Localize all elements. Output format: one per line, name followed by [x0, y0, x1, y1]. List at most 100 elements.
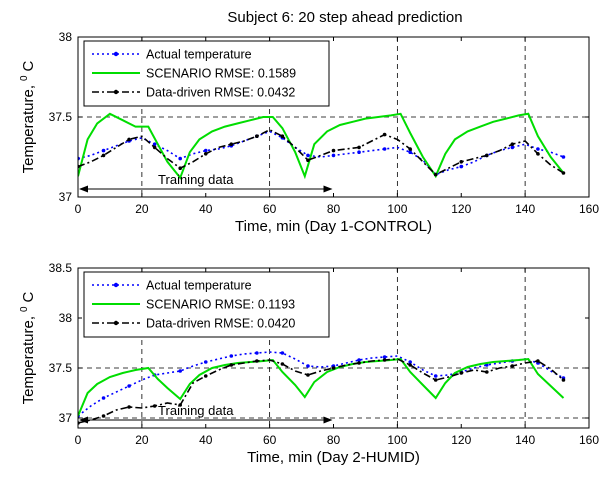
series-point-2 [536, 359, 540, 363]
legend-marker-2 [113, 320, 119, 326]
x-tick-label: 140 [515, 433, 535, 447]
y-axis-label-text: Temperature, [20, 85, 37, 173]
series-point-0 [127, 384, 131, 388]
y-axis-label: Temperature, 0 C [19, 291, 37, 404]
x-axis-label: Time, min (Day 1-CONTROL) [235, 218, 432, 235]
series-point-2 [203, 152, 208, 156]
legend-label-1: SCENARIO RMSE: 0.1193 [146, 298, 295, 312]
y-tick-label: 37 [59, 411, 73, 425]
series-point-0 [203, 148, 208, 153]
x-tick-label: 160 [579, 433, 599, 447]
y-tick-label: 38.5 [49, 261, 73, 275]
x-tick-label: 120 [451, 202, 471, 216]
series-point-0 [459, 164, 464, 169]
series-line-1 [78, 357, 565, 417]
x-tick-label: 40 [199, 202, 213, 216]
series-point-0 [357, 150, 361, 154]
y-tick-label: 38 [59, 311, 73, 325]
series-point-2 [101, 153, 106, 158]
series-point-2 [408, 147, 412, 151]
x-tick-label: 140 [515, 202, 535, 216]
series-point-0 [331, 153, 336, 158]
series-point-0 [101, 148, 106, 153]
series-point-0 [152, 142, 157, 146]
x-tick-label: 100 [387, 433, 407, 447]
x-tick-label: 80 [327, 202, 341, 216]
y-axis-label-unit: C [20, 291, 37, 302]
series-point-2 [459, 371, 464, 375]
series-point-2 [510, 142, 515, 146]
series-point-0 [178, 369, 182, 373]
series-point-2 [382, 132, 387, 137]
series-point-2 [280, 134, 285, 138]
series-group [78, 112, 566, 180]
series-point-0 [229, 354, 234, 358]
series-point-0 [101, 396, 106, 400]
chart-panel-day2: 0 20 40 60 80 100 120 140 160 37 37.5 38 38.5 Time, m… [19, 261, 599, 466]
y-tick-label: 38 [59, 30, 73, 44]
series-point-2 [255, 134, 259, 138]
series-point-2 [408, 363, 412, 367]
series-point-2 [357, 145, 361, 150]
y-tick-label: 37.5 [49, 110, 73, 124]
series-point-2 [152, 404, 157, 408]
series-point-0 [510, 145, 515, 150]
series-point-2 [331, 366, 336, 370]
series-point-0 [357, 358, 361, 362]
series-group [78, 351, 566, 425]
legend-marker-0 [113, 51, 119, 57]
series-point-2 [127, 137, 131, 142]
series-point-0 [306, 153, 310, 158]
x-tick-label: 40 [199, 433, 213, 447]
training-arrow-head-left [79, 185, 88, 193]
series-point-2 [127, 405, 131, 409]
series-point-0 [203, 360, 208, 364]
series-point-2 [306, 373, 310, 377]
y-axis-label-sup: 0 [19, 306, 30, 312]
legend-label-0: Actual temperature [146, 48, 252, 62]
x-tick-label: 60 [263, 202, 277, 216]
series-point-2 [382, 358, 387, 362]
y-axis-label-sup: 0 [19, 75, 30, 81]
series-point-0 [561, 155, 566, 159]
x-tick-label: 20 [135, 202, 149, 216]
series-point-2 [459, 160, 464, 164]
x-axis-label: Time, min (Day 2-HUMID) [247, 449, 420, 466]
legend-label-1: SCENARIO RMSE: 0.1589 [146, 67, 296, 81]
series-point-0 [255, 351, 259, 355]
series-point-2 [485, 153, 489, 158]
training-arrow-head-right [323, 185, 333, 193]
y-tick-label: 37.5 [49, 361, 73, 375]
series-point-2 [280, 362, 285, 366]
series-point-2 [331, 148, 336, 153]
training-arrow-head-left [79, 416, 88, 424]
x-tick-label: 100 [387, 202, 407, 216]
series-point-2 [101, 414, 106, 418]
series-point-2 [485, 370, 489, 374]
series-point-2 [152, 145, 157, 150]
legend-label-0: Actual temperature [146, 279, 252, 293]
training-arrow-head-right [323, 416, 333, 424]
y-axis-label: Temperature, 0 C [19, 60, 37, 173]
y-axis-label-unit: C [20, 60, 37, 71]
series-point-2 [536, 152, 540, 156]
series-point-2 [510, 364, 515, 368]
series-point-2 [357, 361, 361, 365]
x-tick-label: 0 [75, 202, 82, 216]
x-tick-label: 160 [579, 202, 599, 216]
series-point-2 [433, 378, 438, 382]
legend-marker-2 [113, 89, 119, 95]
series-point-2 [561, 171, 566, 175]
x-tick-label: 60 [263, 433, 277, 447]
x-tick-label: 20 [135, 433, 149, 447]
legend-marker-0 [113, 282, 119, 288]
series-point-0 [178, 156, 182, 161]
training-data-label: Training data [158, 172, 234, 187]
y-axis-label-text: Temperature, [20, 316, 37, 404]
legend-label-2: Data-driven RMSE: 0.0432 [146, 86, 295, 100]
series-point-2 [561, 378, 566, 382]
series-point-2 [306, 158, 310, 162]
figure-title: Subject 6: 20 step ahead prediction [227, 9, 462, 26]
series-point-0 [433, 374, 438, 378]
